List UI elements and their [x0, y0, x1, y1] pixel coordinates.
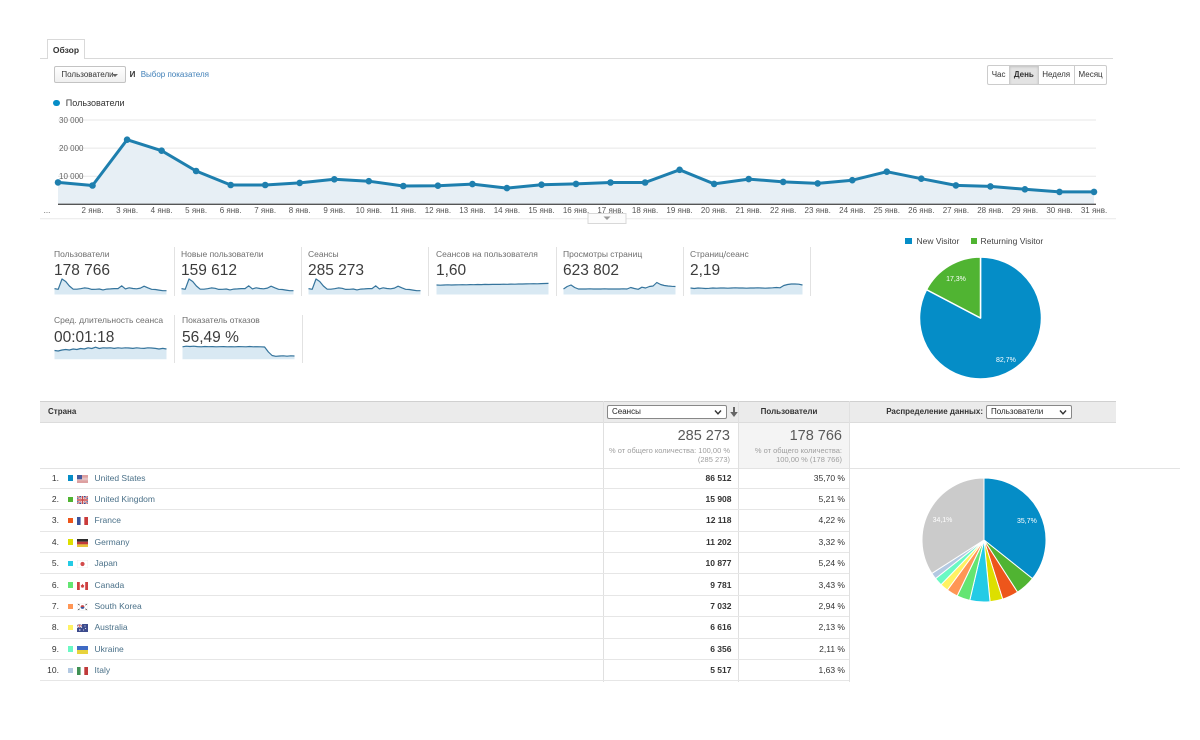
svg-text:6 янв.: 6 янв.	[220, 206, 242, 215]
svg-text:4 янв.: 4 янв.	[151, 206, 173, 215]
svg-text:10 янв.: 10 янв.	[356, 206, 382, 215]
svg-text:5 янв.: 5 янв.	[185, 206, 207, 215]
svg-text:26 янв.: 26 янв.	[908, 206, 934, 215]
svg-text:7 янв.: 7 янв.	[254, 206, 276, 215]
svg-text:8 янв.: 8 янв.	[289, 206, 311, 215]
svg-text:24 янв.: 24 янв.	[839, 206, 865, 215]
svg-text:30 000: 30 000	[59, 116, 84, 125]
svg-text:12 янв.: 12 янв.	[425, 206, 451, 215]
svg-text:29 янв.: 29 янв.	[1012, 206, 1038, 215]
svg-text:11 янв.: 11 янв.	[390, 206, 416, 215]
svg-text:34,1%: 34,1%	[933, 517, 953, 524]
svg-text:14 янв.: 14 янв.	[494, 206, 520, 215]
svg-text:3 янв.: 3 янв.	[116, 206, 138, 215]
svg-text:19 янв.: 19 янв.	[666, 206, 692, 215]
svg-text:16 янв.: 16 янв.	[563, 206, 589, 215]
svg-text:17,3%: 17,3%	[946, 276, 966, 283]
svg-text:23 янв.: 23 янв.	[805, 206, 831, 215]
svg-text:10 000: 10 000	[59, 172, 84, 181]
svg-text:27 янв.: 27 янв.	[943, 206, 969, 215]
svg-text:17 янв.: 17 янв.	[597, 206, 623, 215]
svg-text:22 янв.: 22 янв.	[770, 206, 796, 215]
svg-text:13 янв.: 13 янв.	[459, 206, 485, 215]
svg-text:18 янв.: 18 янв.	[632, 206, 658, 215]
svg-text:21 янв.: 21 янв.	[736, 206, 762, 215]
svg-text:31 янв.: 31 янв.	[1081, 206, 1107, 215]
svg-text:20 янв.: 20 янв.	[701, 206, 727, 215]
svg-text:35,7%: 35,7%	[1017, 518, 1037, 525]
svg-text:2 янв.: 2 янв.	[82, 206, 104, 215]
svg-text:...: ...	[44, 206, 51, 215]
svg-text:9 янв.: 9 янв.	[323, 206, 345, 215]
svg-text:20 000: 20 000	[59, 144, 84, 153]
svg-text:30 янв.: 30 янв.	[1046, 206, 1072, 215]
svg-text:15 янв.: 15 янв.	[528, 206, 554, 215]
svg-text:28 янв.: 28 янв.	[977, 206, 1003, 215]
svg-text:25 янв.: 25 янв.	[874, 206, 900, 215]
svg-text:82,7%: 82,7%	[996, 357, 1016, 364]
